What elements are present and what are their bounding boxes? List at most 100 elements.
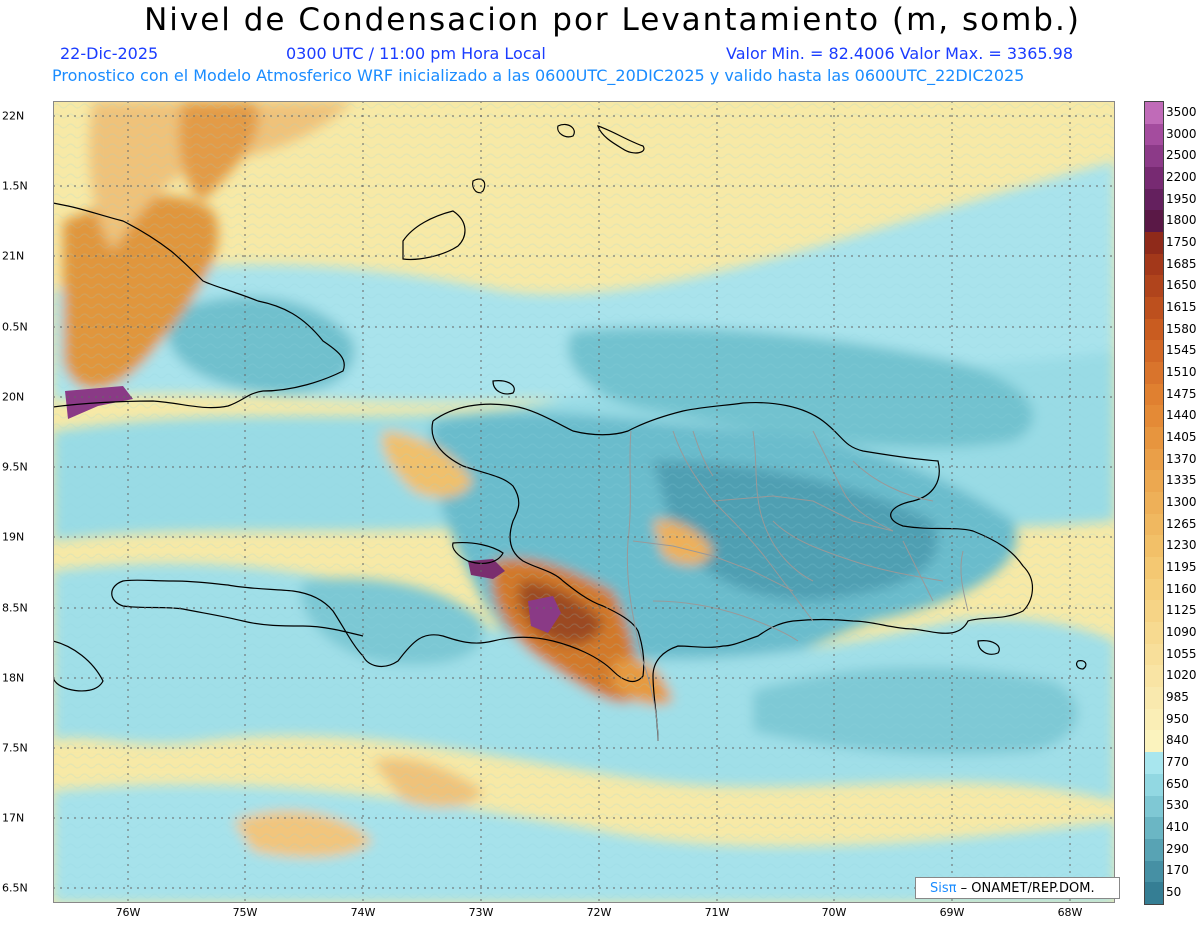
color-bar-label: 1090 <box>1166 625 1197 640</box>
color-bar-label: 1685 <box>1166 256 1197 271</box>
forecast-time: 0300 UTC / 11:00 pm Hora Local <box>286 44 546 63</box>
color-bar-label: 2500 <box>1166 148 1197 163</box>
color-bar-cell <box>1145 253 1163 276</box>
color-bar-cell <box>1145 102 1163 124</box>
color-bar-label: 290 <box>1166 841 1189 856</box>
color-bar-cell <box>1145 752 1163 774</box>
x-tick-label: 68W <box>1057 906 1083 919</box>
color-bar-cell <box>1145 340 1163 363</box>
color-bar-label: 1580 <box>1166 321 1197 336</box>
color-bar-cell <box>1145 838 1163 861</box>
color-bar-cell <box>1145 383 1163 406</box>
color-bar-label: 1195 <box>1166 560 1197 575</box>
color-bar-cell <box>1145 665 1163 688</box>
color-bar-cell <box>1145 860 1163 883</box>
color-bar-label: 1055 <box>1166 646 1197 661</box>
color-bar-label: 1475 <box>1166 386 1197 401</box>
y-tick-label: 22N <box>2 109 25 123</box>
x-tick-label: 70W <box>821 906 847 919</box>
y-tick-label: 0.5N <box>2 320 28 334</box>
provincial-borders <box>626 430 969 742</box>
color-bar-label: 1800 <box>1166 213 1197 228</box>
color-bar-label: 1750 <box>1166 234 1197 249</box>
color-bar <box>1144 101 1164 905</box>
color-bar-cell <box>1145 730 1163 753</box>
color-bar-cell <box>1145 773 1163 796</box>
color-bar-label: 170 <box>1166 863 1189 878</box>
x-tick-label: 73W <box>468 906 494 919</box>
x-tick-label: 74W <box>350 906 376 919</box>
color-bar-cell <box>1145 275 1163 298</box>
color-bar-cell <box>1145 362 1163 384</box>
min-max-values: Valor Min. = 82.4006 Valor Max. = 3365.9… <box>726 44 1074 63</box>
color-bar-label: 1300 <box>1166 495 1197 509</box>
y-tick-label: 8.5N <box>2 601 28 615</box>
color-bar-label: 1650 <box>1166 278 1197 293</box>
forecast-date: 22-Dic-2025 <box>60 44 159 63</box>
y-tick-label: 18N <box>2 671 25 685</box>
color-bar-label: 650 <box>1166 776 1189 791</box>
color-bar-label: 3500 <box>1166 104 1197 119</box>
grid-lines <box>53 101 1115 903</box>
color-bar-label: 2200 <box>1166 169 1197 184</box>
x-tick-label: 71W <box>704 906 730 919</box>
color-bar-label: 1615 <box>1166 299 1197 314</box>
color-bar-label: 1440 <box>1166 408 1197 423</box>
color-bar-label: 950 <box>1166 711 1189 726</box>
x-tick-label: 69W <box>939 906 965 919</box>
color-bar-label: 1125 <box>1166 603 1197 618</box>
x-tick-label: 75W <box>232 906 258 919</box>
color-bar-cell <box>1145 557 1163 579</box>
color-bar-cell <box>1145 232 1163 254</box>
y-tick-label: 7.5N <box>2 741 28 755</box>
color-bar-cell <box>1145 795 1163 818</box>
color-bar-cell <box>1145 578 1163 601</box>
color-bar-cell <box>1145 535 1163 558</box>
x-tick-label: 76W <box>115 906 141 919</box>
color-bar-cell <box>1145 687 1163 709</box>
map-title: Nivel de Condensacion por Levantamiento … <box>144 2 1081 38</box>
color-bar-label: 3000 <box>1166 126 1197 141</box>
color-bar-cell <box>1145 643 1163 666</box>
color-bar-label: 1545 <box>1166 343 1197 358</box>
credit-brand: Sisπ <box>930 881 957 896</box>
x-tick-label: 72W <box>586 906 612 919</box>
color-bar-label: 1020 <box>1166 668 1197 683</box>
y-tick-label: 19N <box>2 530 25 544</box>
color-bar-cell <box>1145 167 1163 189</box>
coastlines <box>53 123 1087 742</box>
color-bar-label: 1160 <box>1166 581 1197 596</box>
y-tick-label: 6.5N <box>2 881 28 895</box>
y-tick-label: 21N <box>2 249 25 263</box>
color-bar-label: 1265 <box>1166 516 1197 531</box>
y-tick-label: 1.5N <box>2 179 28 193</box>
color-bar-cell <box>1145 145 1163 168</box>
model-info: Pronostico con el Modelo Atmosferico WRF… <box>52 66 1025 85</box>
color-bar-label: 1510 <box>1166 364 1197 379</box>
color-bar-cell <box>1145 448 1163 471</box>
credit-badge: Sisπ – ONAMET/REP.DOM. <box>915 877 1120 899</box>
color-bar-cell <box>1145 882 1163 904</box>
color-bar-label: 985 <box>1166 690 1189 705</box>
color-bar-cell <box>1145 318 1163 341</box>
color-bar-label: 770 <box>1166 755 1189 770</box>
y-tick-label: 9.5N <box>2 460 28 474</box>
color-bar-label: 1950 <box>1166 191 1197 206</box>
color-bar-cell <box>1145 492 1163 514</box>
color-bar-cell <box>1145 427 1163 449</box>
color-bar-cell <box>1145 123 1163 146</box>
color-bar-label: 530 <box>1166 798 1189 813</box>
color-bar-cell <box>1145 188 1163 211</box>
color-bar-cell <box>1145 708 1163 731</box>
credit-text: – ONAMET/REP.DOM. <box>956 881 1095 896</box>
color-bar-cell <box>1145 817 1163 839</box>
color-bar-cell <box>1145 622 1163 644</box>
color-bar-label: 410 <box>1166 820 1189 835</box>
color-bar-cell <box>1145 600 1163 623</box>
color-bar-cell <box>1145 297 1163 319</box>
color-bar-cell <box>1145 470 1163 493</box>
color-bar-cell <box>1145 210 1163 233</box>
color-bar-label: 1335 <box>1166 473 1197 488</box>
y-tick-label: 17N <box>2 811 25 825</box>
color-bar-cell <box>1145 405 1163 428</box>
